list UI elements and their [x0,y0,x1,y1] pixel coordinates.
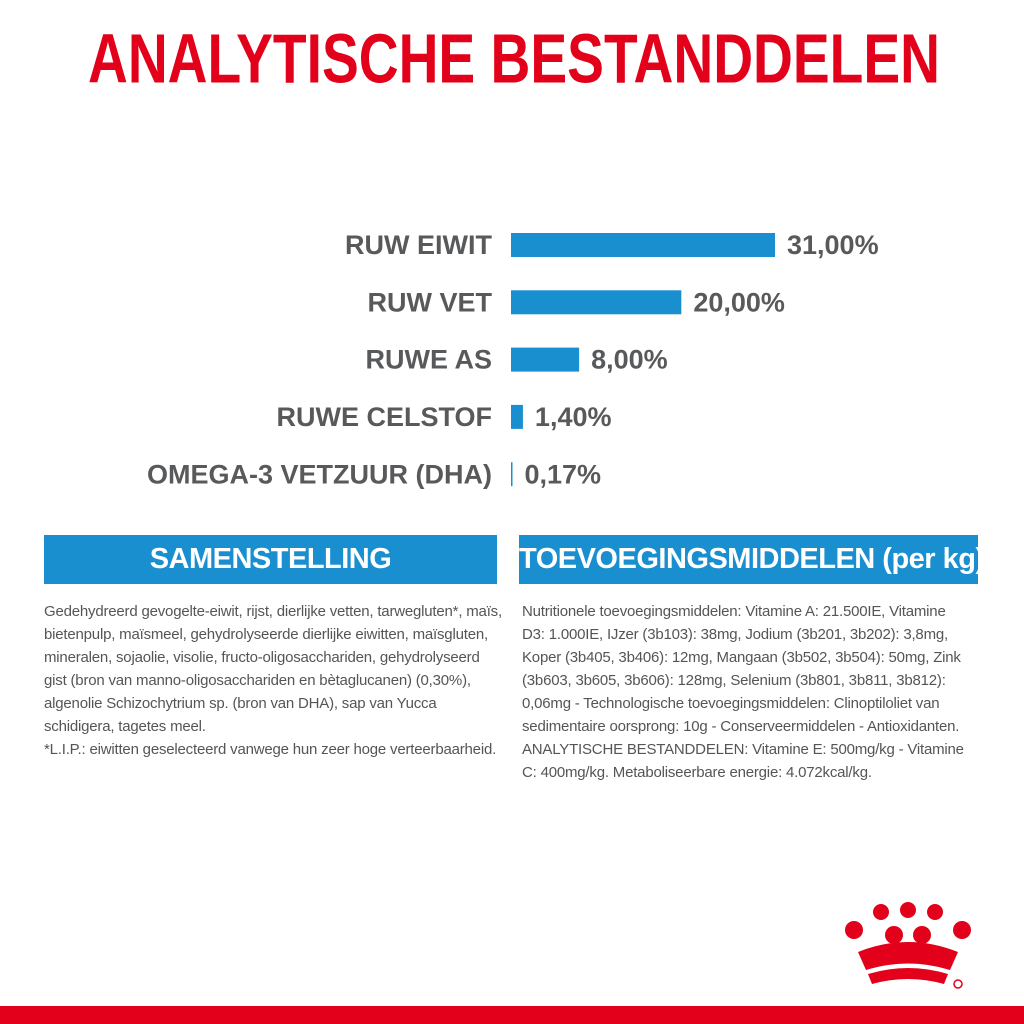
bar [511,290,682,315]
category-label: RUW VET [368,287,493,317]
category-label: RUW EIWIT [345,230,492,260]
bar [511,404,523,429]
section-title: SAMENSTELLING [44,535,497,584]
category-label: RUWE AS [366,345,493,375]
section-text: Gedehydreerd gevogelte-eiwit, rijst, die… [44,600,502,761]
value-label: 31,00% [787,230,879,260]
chart-title: ANALYTISCHE BESTANDDELEN [88,19,940,97]
paragraph: Gedehydreerd gevogelte-eiwit, rijst, die… [44,603,502,735]
section-text: Nutritionele toevoegingsmiddelen: Vitami… [522,600,968,784]
category-label: OMEGA-3 VETZUUR (DHA) [147,459,492,489]
chart: ANALYTISCHE BESTANDDELEN RUW EIWIT 31,00%… [88,19,940,489]
bar [511,233,775,257]
category-label: RUWE CELSTOF [277,402,493,432]
value-label: 20,00% [693,287,785,317]
footer-stripe [0,1006,1024,1024]
bar [511,347,580,372]
logo [845,902,971,989]
paragraph: *L.I.P.: eiwitten geselecteerd vanwege h… [44,741,497,758]
value-label: 0,17% [525,459,602,489]
value-label: 1,40% [535,402,612,432]
bar [511,462,513,487]
value-label: 8,00% [591,345,668,375]
paragraph: Nutritionele toevoegingsmiddelen: Vitami… [522,603,964,781]
section-title: TOEVOEGINGSMIDDELEN (per kg) [519,535,985,584]
